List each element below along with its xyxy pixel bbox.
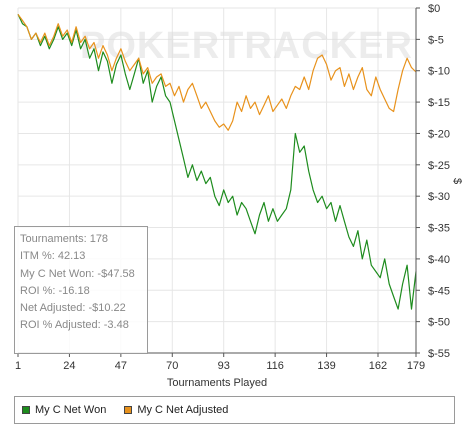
y-tick-label: $0 <box>428 3 440 15</box>
x-tick-label: 139 <box>317 360 335 372</box>
stat-itm: ITM %: 42.13 <box>20 250 86 263</box>
y-tick-label: $-50 <box>428 317 450 329</box>
watermark: POKERTRACKER <box>80 25 413 67</box>
x-axis-title: Tournaments Played <box>167 377 267 389</box>
x-tick-label: 70 <box>166 360 178 372</box>
y-tick-label: $-45 <box>428 285 450 297</box>
stat-net-won: My C Net Won: -$47.58 <box>20 267 135 280</box>
y-tick-label: $-30 <box>428 191 450 203</box>
x-ticks: 1 24 47 70 93 116 139 162 179 <box>15 353 425 372</box>
y-tick-label: $-5 <box>428 34 444 46</box>
x-tick-label: 116 <box>266 360 284 372</box>
y-tick-label: $-20 <box>428 128 450 140</box>
y-tick-label: $-35 <box>428 223 450 235</box>
stats-box: Tournaments: 178 ITM %: 42.13 My C Net W… <box>14 226 148 354</box>
x-tick-label: 24 <box>63 360 75 372</box>
stat-roi: ROI %: -16.18 <box>20 284 90 297</box>
stat-net-adjusted: Net Adjusted: -$10.22 <box>20 302 126 315</box>
legend-item-net-won[interactable]: My C Net Won <box>22 404 106 416</box>
series-line-net-adjusted <box>17 13 417 131</box>
y-tick-label: $-40 <box>428 254 450 266</box>
x-tick-label: 47 <box>115 360 127 372</box>
x-tick-label: 179 <box>407 360 425 372</box>
series-layer <box>17 13 417 310</box>
legend-swatch-net-adjusted <box>124 406 133 414</box>
y-axis-title: $ <box>451 178 463 184</box>
y-tick-label: $-55 <box>428 348 450 360</box>
y-tick-label: $-25 <box>428 160 450 172</box>
y-tick-label: $-15 <box>428 97 450 109</box>
x-tick-label: 162 <box>369 360 387 372</box>
x-tick-label: 1 <box>15 360 21 372</box>
stat-roi-adjusted: ROI % Adjusted: -3.48 <box>20 319 129 332</box>
legend-swatch-net-won <box>22 406 30 414</box>
legend-label-net-won: My C Net Won <box>35 404 107 416</box>
stat-tournaments: Tournaments: 178 <box>20 233 109 245</box>
legend: My C Net Won My C Net Adjusted <box>14 396 455 424</box>
y-ticks: $0 $-5 $-10 $-15 $-20 $-25 $-30 $-35 $-40 $-45 $-5… <box>416 3 450 360</box>
legend-label-net-adjusted: My C Net Adjusted <box>137 404 229 416</box>
y-tick-label: $-10 <box>428 66 450 78</box>
x-tick-label: 93 <box>218 360 230 372</box>
series-line-net-won <box>17 14 417 310</box>
legend-item-net-adjusted[interactable]: My C Net Adjusted <box>124 404 228 416</box>
